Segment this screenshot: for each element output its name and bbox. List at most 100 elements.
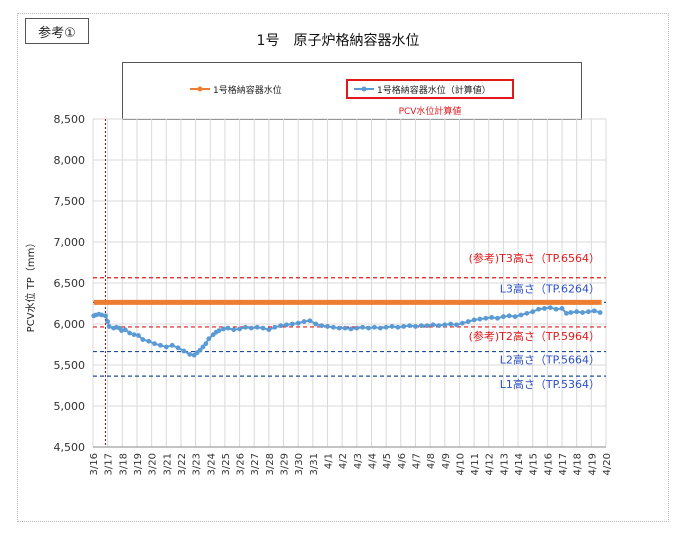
y-tick-label: 5,000 <box>54 400 86 413</box>
data-point <box>389 324 395 329</box>
x-tick-label: 4/2 <box>338 453 349 469</box>
legend-label-calculated: 1号格納容器水位（計算値） <box>377 84 491 96</box>
data-point <box>216 328 222 333</box>
data-point <box>301 319 307 324</box>
reference-label: 参考① <box>25 18 89 44</box>
legend-note: PCV水位計算値 <box>398 107 462 117</box>
data-point <box>136 333 141 338</box>
x-tick-label: 4/14 <box>514 453 525 475</box>
x-tick-label: 3/29 <box>280 453 291 475</box>
x-tick-label: 3/19 <box>133 453 144 475</box>
data-point <box>568 310 574 315</box>
reference-line-label: L2高さ（TP.5664） <box>500 353 600 367</box>
data-point <box>278 323 284 329</box>
x-tick-label: 3/31 <box>309 453 320 475</box>
x-tick-label: 4/13 <box>499 453 510 475</box>
data-point <box>348 326 354 332</box>
reference-line-label: L3高さ（TP.6264） <box>500 281 600 295</box>
data-point <box>501 314 506 320</box>
x-tick-label: 3/22 <box>177 453 188 475</box>
data-point <box>580 310 585 315</box>
reference-line-label: (参考)T2高さ（TP.5964） <box>469 329 600 343</box>
y-tick-label: 7,500 <box>54 195 86 208</box>
data-point <box>163 344 169 350</box>
data-point <box>336 325 342 331</box>
data-point <box>181 348 187 354</box>
data-point <box>119 328 124 333</box>
data-point <box>106 324 112 329</box>
y-tick-label: 8,500 <box>54 113 86 126</box>
x-tick-label: 4/16 <box>543 453 554 475</box>
data-point <box>330 324 336 330</box>
data-point <box>103 313 108 319</box>
x-tick-label: 4/18 <box>573 453 584 475</box>
data-point <box>225 325 231 331</box>
x-tick-label: 3/23 <box>192 453 203 475</box>
data-point <box>206 336 212 342</box>
x-tick-label: 4/17 <box>558 453 569 475</box>
data-point <box>512 314 518 320</box>
data-point <box>254 324 260 330</box>
y-tick-label: 5,500 <box>54 359 86 372</box>
data-point <box>495 315 500 321</box>
data-point <box>553 306 559 312</box>
y-tick-label: 6,500 <box>54 277 86 290</box>
data-point <box>477 316 483 322</box>
x-tick-label: 3/17 <box>104 453 115 475</box>
y-tick-label: 7,000 <box>54 236 86 249</box>
data-point <box>360 324 366 330</box>
data-point <box>597 310 603 315</box>
data-point <box>454 322 459 328</box>
x-tick-label: 4/3 <box>353 453 364 469</box>
x-tick-label: 4/5 <box>382 453 393 469</box>
data-point <box>524 310 530 316</box>
data-point <box>231 327 237 333</box>
legend-highlight-box <box>346 79 514 99</box>
data-point <box>131 332 137 338</box>
data-point <box>459 320 465 326</box>
data-point <box>448 321 454 327</box>
reference-line-label: L1高さ（TP.5364） <box>500 377 600 391</box>
reference-line-label: (参考)T3高さ（TP.6564） <box>469 251 600 265</box>
x-tick-label: 3/18 <box>118 453 129 475</box>
x-tick-label: 4/6 <box>397 453 408 469</box>
data-point <box>243 324 248 330</box>
data-point <box>383 324 389 330</box>
data-point <box>122 327 128 333</box>
chart-frame <box>17 13 669 522</box>
data-point <box>146 338 152 344</box>
data-point <box>377 325 383 331</box>
data-point <box>152 341 157 347</box>
data-point <box>260 325 266 331</box>
x-tick-label: 4/8 <box>426 453 437 469</box>
y-axis-label: PCV水位 TP（mm） <box>24 238 37 333</box>
data-point <box>307 318 313 324</box>
data-point <box>99 312 105 318</box>
x-tick-label: 3/30 <box>294 453 305 475</box>
data-point <box>591 308 597 314</box>
data-point <box>413 324 418 329</box>
legend-marker-measured <box>197 86 203 92</box>
y-tick-label: 4,500 <box>54 441 86 454</box>
legend-entries-layer: 1号格納容器水位 1号格納容器水位（計算値） <box>190 84 491 96</box>
y-tick-label: 8,000 <box>54 154 86 167</box>
data-point <box>354 325 360 331</box>
data-point <box>187 351 193 357</box>
x-tick-label: 4/20 <box>602 453 613 475</box>
data-point <box>564 310 569 316</box>
x-tick-label: 3/27 <box>250 453 261 475</box>
data-point <box>313 321 319 327</box>
x-tick-label: 3/25 <box>221 453 232 475</box>
legend-label-measured: 1号格納容器水位 <box>213 84 282 96</box>
data-point <box>407 323 412 329</box>
data-point <box>272 324 278 330</box>
data-point <box>105 319 111 324</box>
x-tick-label: 4/11 <box>470 453 481 475</box>
data-point <box>430 322 436 328</box>
data-point <box>483 315 489 321</box>
data-point <box>200 344 206 350</box>
chart-title: 1号 原子炉格納容器水位 <box>256 33 420 49</box>
data-point <box>248 325 254 331</box>
data-point <box>158 342 163 348</box>
data-point <box>530 309 536 315</box>
